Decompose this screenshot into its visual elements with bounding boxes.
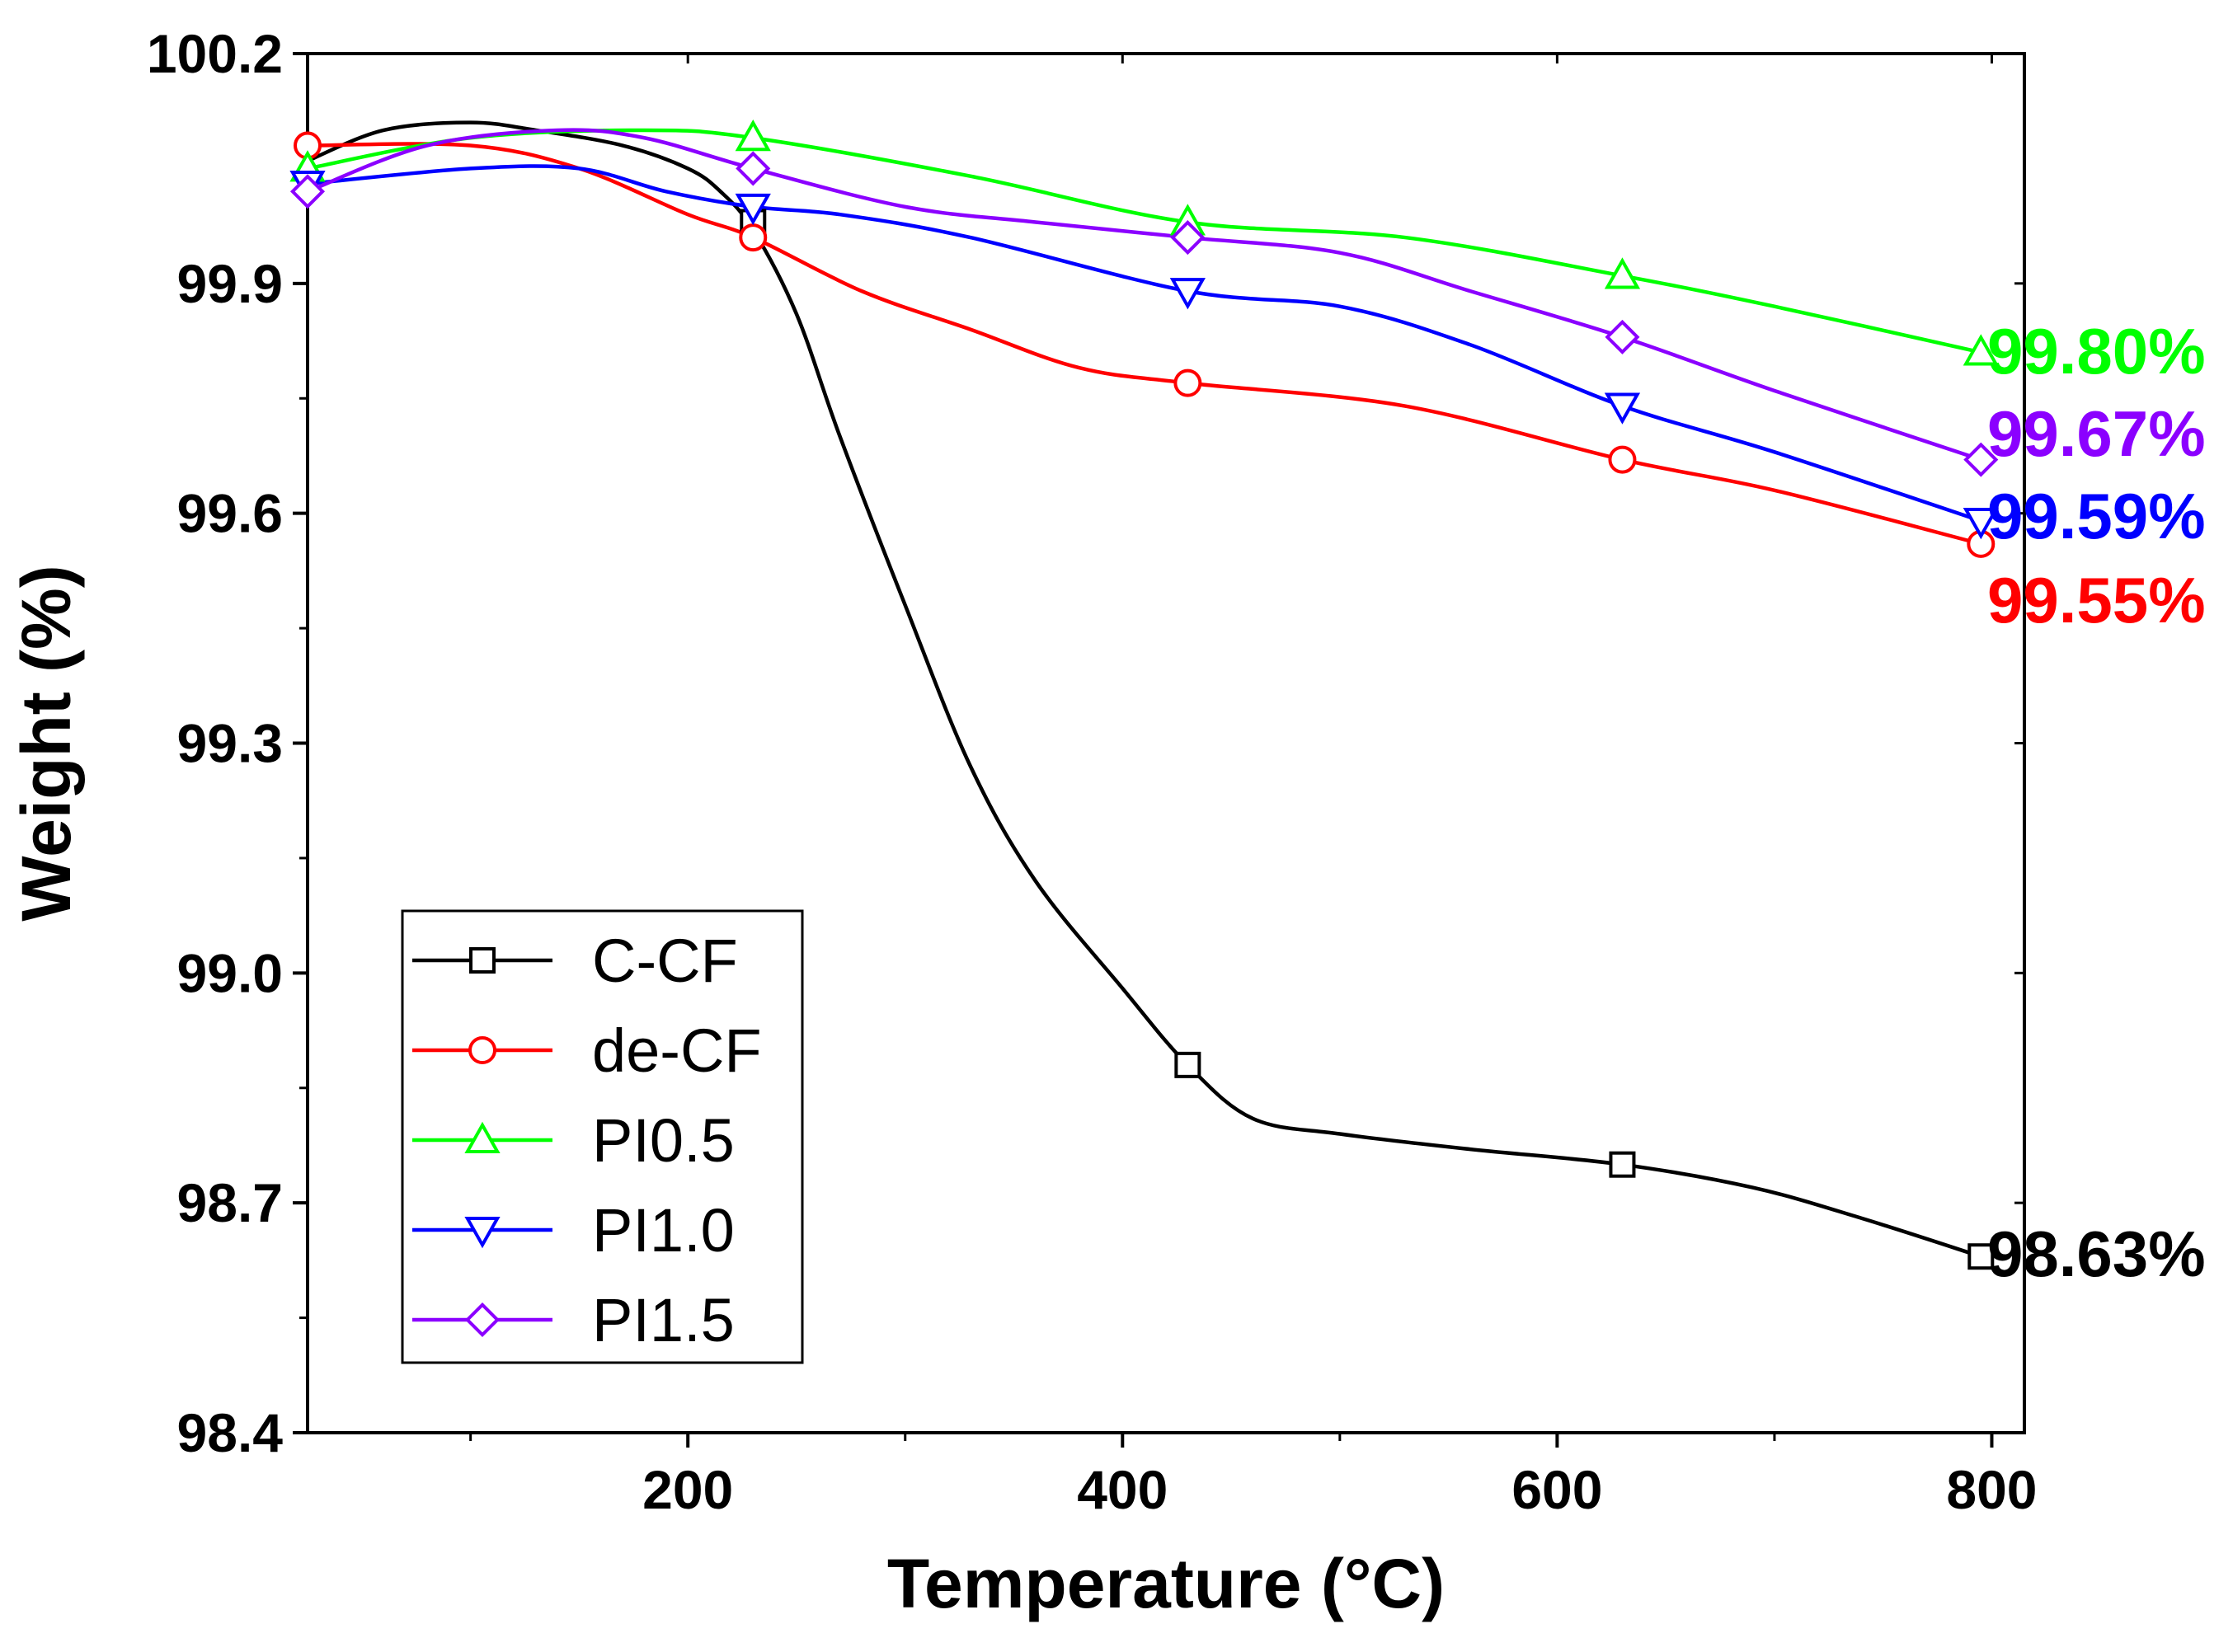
end-label-de-cf: 99.55%	[1987, 564, 2206, 636]
data-point-pi1-5	[1963, 442, 1999, 477]
x-tick-label: 600	[1511, 1459, 1602, 1520]
data-point-de-cf	[739, 223, 768, 252]
legend-label-c-cf: C-CF	[592, 927, 738, 995]
y-tick-label: 99.0	[177, 942, 283, 1003]
data-point-de-cf	[1608, 445, 1637, 474]
legend-label-pi0-5: PI0.5	[592, 1106, 735, 1175]
x-tick-label: 400	[1077, 1459, 1168, 1520]
legend-marker-pi0-5	[464, 1121, 501, 1153]
data-point-c-cf	[1967, 1243, 1995, 1270]
data-point-de-cf	[1173, 368, 1202, 397]
end-label-pi0-5: 99.80%	[1987, 315, 2206, 387]
y-tick-label: 100.2	[147, 23, 283, 84]
legend-marker-pi1-5	[464, 1302, 501, 1338]
series-line-de-cf	[307, 142, 1981, 547]
data-point-pi1-0	[735, 193, 771, 226]
y-tick-label: 99.9	[177, 253, 283, 314]
data-point-pi1-5	[736, 151, 771, 186]
data-point-pi0-5	[1963, 334, 1999, 366]
series-line-pi1-0	[307, 164, 1982, 523]
y-tick-label: 99.3	[177, 713, 283, 774]
legend-marker-pi1-0	[464, 1217, 501, 1249]
x-tick-label: 200	[642, 1459, 733, 1520]
legend-marker-de-cf	[468, 1036, 496, 1064]
series-line-pi1-5	[307, 128, 1982, 462]
end-label-pi1-0: 99.59%	[1987, 480, 2206, 552]
data-point-pi0-5	[1604, 257, 1641, 289]
legend-label-de-cf: de-CF	[592, 1016, 762, 1085]
legend-marker-c-cf	[469, 947, 496, 974]
data-point-pi1-0	[1169, 278, 1206, 310]
data-point-pi0-5	[735, 119, 771, 152]
y-axis-title: Weight (%)	[7, 565, 85, 921]
data-point-pi1-5	[289, 174, 326, 209]
x-tick-label: 800	[1946, 1459, 2037, 1520]
y-tick-label: 98.4	[177, 1402, 284, 1463]
data-point-c-cf	[1609, 1151, 1636, 1178]
end-label-c-cf: 98.63%	[1987, 1218, 2206, 1290]
y-tick-label: 99.6	[177, 483, 283, 544]
data-point-c-cf	[1174, 1051, 1201, 1078]
data-point-pi1-5	[1605, 319, 1640, 354]
data-point-pi1-5	[1170, 220, 1206, 256]
data-point-pi1-0	[1963, 507, 1999, 540]
legend-label-pi1-5: PI1.5	[592, 1286, 735, 1354]
legend-label-pi1-0: PI1.0	[592, 1196, 735, 1265]
legend-box	[401, 909, 804, 1364]
y-tick-label: 98.7	[177, 1172, 283, 1233]
end-label-pi1-5: 99.67%	[1987, 397, 2206, 470]
series-line-c-cf	[307, 120, 1981, 1259]
data-point-pi1-0	[1604, 392, 1641, 425]
x-axis-title: Temperature (°C)	[887, 1545, 1445, 1622]
